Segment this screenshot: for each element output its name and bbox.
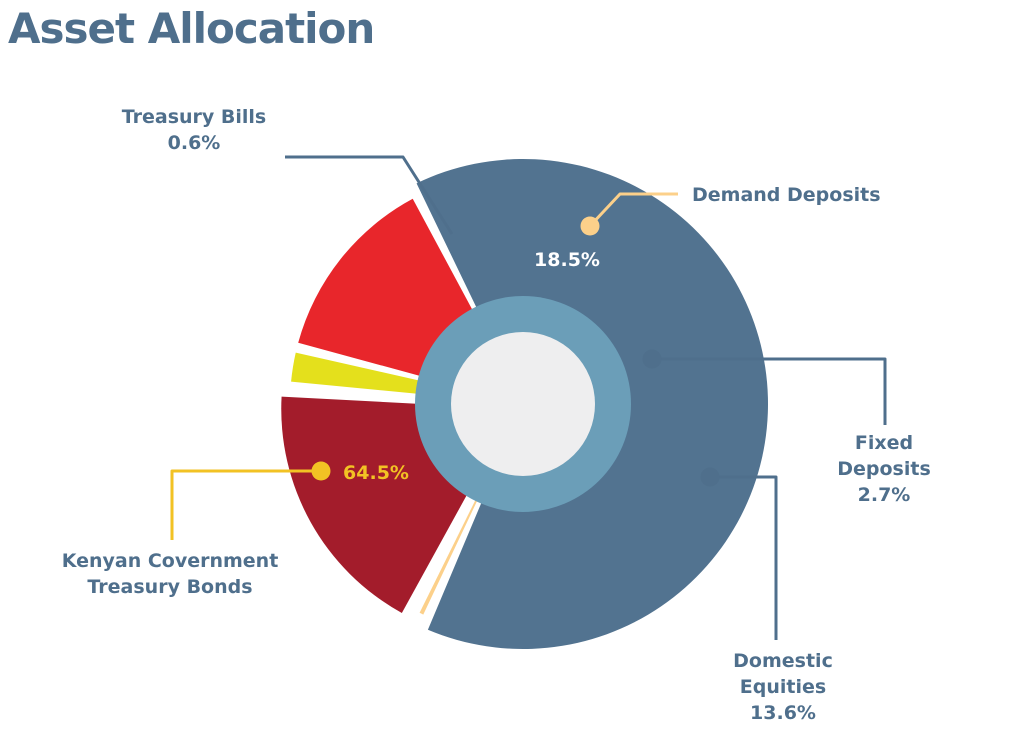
leader-line-bonds <box>170 469 321 540</box>
leader-dot-demand-deposits <box>580 216 600 236</box>
label-bonds: Kenyan Covernment Treasury Bonds <box>62 550 279 598</box>
leader-line-treasury-bills <box>285 155 454 235</box>
leader-dot-fixed-deposits <box>642 349 662 369</box>
label-domestic-equities: Domestic Equities 13.6% <box>733 650 833 724</box>
slice-value-demand-deposits: 18.5% <box>534 249 600 271</box>
donut-hub-center <box>451 332 595 476</box>
label-fixed-deposits: Fixed Deposits 2.7% <box>837 432 931 506</box>
slice-value-bonds: 64.5% <box>343 462 409 484</box>
leader-dot-bonds <box>311 461 331 481</box>
leader-line-demand-deposits <box>588 192 678 228</box>
leader-line-domestic-equities <box>710 475 778 640</box>
leader-line-fixed-deposits <box>652 357 887 425</box>
chart-title: Asset Allocation <box>8 4 375 53</box>
leader-dot-domestic-equities <box>700 467 720 487</box>
label-treasury-bills: Treasury Bills 0.6% <box>122 106 267 154</box>
label-demand-deposits: Demand Deposits <box>692 184 881 206</box>
